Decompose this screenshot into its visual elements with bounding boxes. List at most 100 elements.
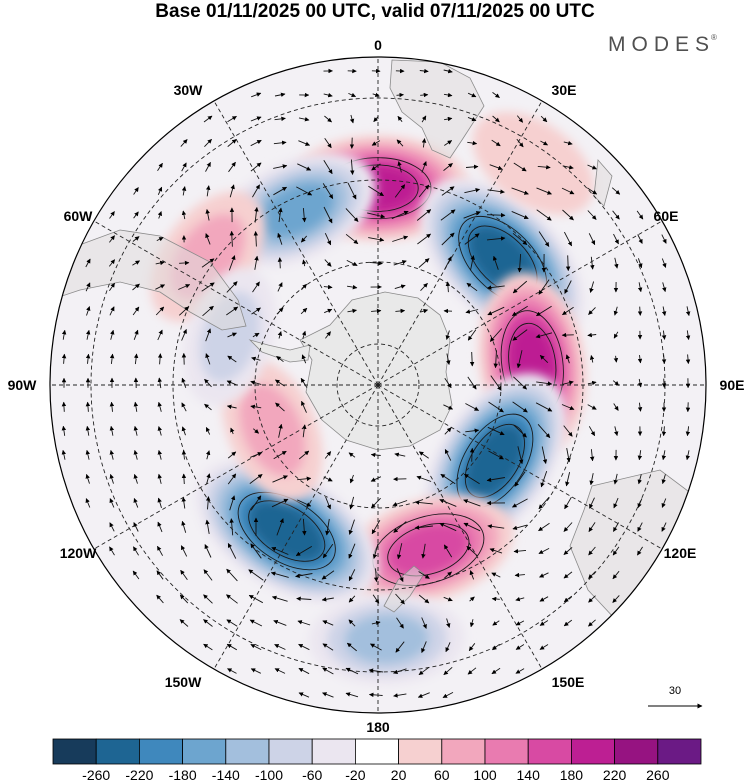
wind-vector-266 [275,379,285,387]
wind-vector-316 [537,424,551,439]
wind-vector-277 [661,378,667,388]
wind-vector-270 [490,375,502,391]
anomaly-contour-5-5 [248,500,326,562]
wind-vector-89 [109,211,115,219]
wind-vector-59 [397,161,402,173]
wind-vector-423 [661,522,667,532]
wind-vector-144 [277,257,283,269]
wind-vector-378 [157,497,162,509]
wind-vector-55 [297,163,312,171]
wind-vector-78 [368,185,384,197]
wind-vector-150 [418,258,430,268]
wind-vector-525 [322,667,334,675]
wind-vector-85 [536,187,552,195]
wind-vector-470 [203,594,213,604]
wind-vector-71 [205,185,211,197]
wind-vector-167 [226,281,238,293]
wind-vector-138 [132,260,140,266]
wind-vector-327 [157,449,162,460]
wind-vector-508 [250,643,262,651]
wind-vector-405 [229,518,234,536]
wind-vector-47 [540,140,548,146]
wind-vector-304 [133,425,139,436]
wind-vector-497 [396,617,404,629]
wind-vector-352 [133,473,138,484]
wind-vector-394 [538,496,550,510]
wind-vector-429 [227,542,237,559]
wind-vector-504 [563,619,573,627]
wind-vector-505 [588,619,596,627]
south-america-land [50,229,247,331]
wind-vector-458 [396,568,404,583]
wind-vector-116 [205,233,211,245]
wind-vector-131 [564,231,572,247]
wind-vector-293 [512,401,528,413]
wind-vector-69 [157,186,163,195]
wind-vector-126 [441,232,455,246]
wind-vector-187 [109,306,115,316]
wind-vector-84 [511,187,529,195]
wind-vector-129 [512,232,528,246]
wind-vector-276 [637,378,643,388]
madagascar-land [593,159,613,207]
antarctica-land [299,291,453,451]
wind-vector-243 [251,356,261,362]
wind-vector-70 [181,186,187,196]
wind-vector-353 [157,473,162,484]
wind-vector-249 [516,350,523,369]
wind-vector-247 [469,351,475,367]
wind-vector-221 [277,331,283,339]
wind-vector-498 [421,617,427,629]
wind-vector-264 [226,380,238,386]
wind-vector-521 [227,668,237,674]
wind-vector-272 [536,381,553,386]
wind-vector-200 [420,308,429,314]
wind-vector-321 [661,426,667,437]
wind-vector-104 [463,211,481,219]
wind-vector-53 [250,162,262,172]
wind-vector-529 [418,666,430,676]
wind-vector-22 [324,115,332,123]
wind-vector-487 [612,595,620,603]
wind-vector-506 [203,643,213,651]
wind-vector-409 [325,518,330,536]
wind-vector-127 [464,233,480,245]
wind-vector-424 [109,546,115,556]
lon-label-180: 180 [366,719,390,735]
wind-vector-20 [274,116,286,122]
wind-vector-170 [301,283,307,291]
wind-vector-123 [368,237,385,242]
lon-label-30e: 30E [551,82,577,98]
wind-vector-513 [370,643,382,651]
wind-vector-302 [85,425,91,436]
wind-vector-179 [512,280,528,294]
wind-vector-306 [181,426,186,436]
wind-vector-214 [110,329,115,340]
wind-vector-472 [248,594,264,604]
wind-vector-57 [350,159,355,175]
wind-vector-261 [157,377,163,389]
wind-vector-4 [419,68,429,74]
wind-vector-37 [298,140,311,146]
wind-vector-345 [589,449,595,462]
wind-vector-491 [249,619,263,627]
wind-vector-325 [109,449,114,460]
map-frame [49,56,707,714]
wind-vector-427 [180,545,188,557]
wind-vectors [61,68,691,698]
wind-vector-192 [226,306,239,316]
wind-vector-49 [157,162,163,171]
wind-vector-106 [511,210,529,220]
wind-vector-141 [201,258,215,268]
wind-vector-77 [347,182,357,200]
wind-vector-326 [133,449,138,460]
wind-vector-185 [662,282,667,293]
wind-vector-295 [561,404,575,411]
wind-vector-478 [395,593,405,605]
wind-vector-211 [685,306,691,317]
wind-vector-448 [156,570,164,580]
wind-vector-437 [421,543,426,559]
wind-vector-190 [178,306,190,316]
colorbar-tick-label: 100 [473,767,497,783]
wind-vector-332 [273,450,287,460]
